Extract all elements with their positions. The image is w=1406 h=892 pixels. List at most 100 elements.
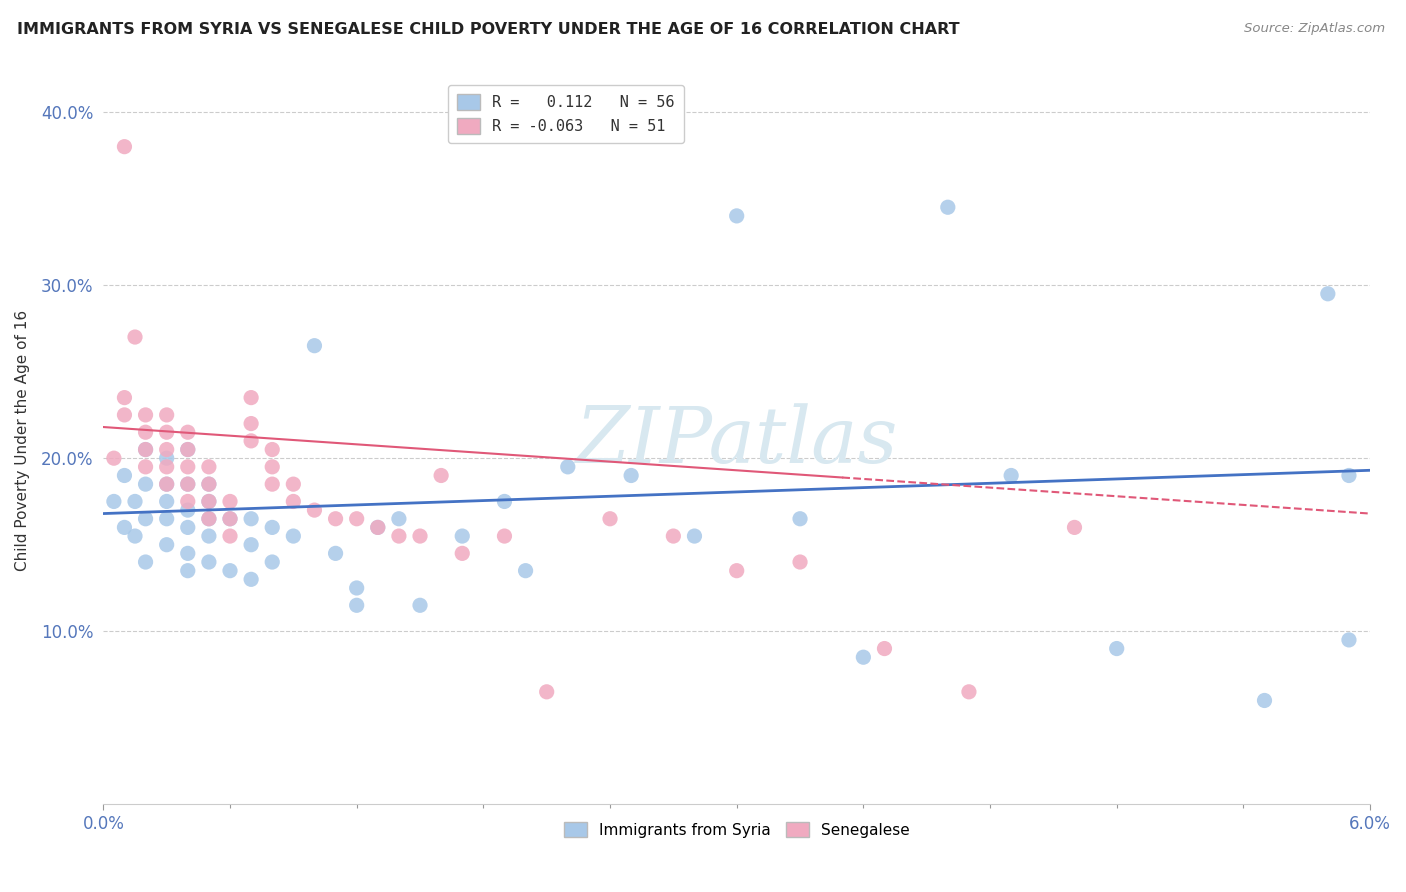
Point xyxy=(177,564,200,578)
Point xyxy=(177,520,200,534)
Point xyxy=(135,425,157,440)
Point xyxy=(367,520,389,534)
Point xyxy=(957,685,980,699)
Point xyxy=(240,391,263,405)
Point xyxy=(789,555,811,569)
Point xyxy=(177,459,200,474)
Point xyxy=(852,650,875,665)
Point xyxy=(156,477,179,491)
Point xyxy=(515,564,537,578)
Point xyxy=(388,529,411,543)
Point xyxy=(135,477,157,491)
Point xyxy=(198,494,221,508)
Point xyxy=(198,512,221,526)
Point xyxy=(262,459,284,474)
Point xyxy=(599,512,621,526)
Point xyxy=(283,477,305,491)
Point xyxy=(620,468,643,483)
Point xyxy=(135,459,157,474)
Point xyxy=(114,408,136,422)
Point xyxy=(1105,641,1128,656)
Point xyxy=(177,477,200,491)
Point xyxy=(662,529,685,543)
Point xyxy=(156,408,179,422)
Point xyxy=(367,520,389,534)
Point xyxy=(451,546,474,560)
Point xyxy=(346,512,368,526)
Point xyxy=(198,477,221,491)
Point xyxy=(346,599,368,613)
Point xyxy=(135,408,157,422)
Text: Source: ZipAtlas.com: Source: ZipAtlas.com xyxy=(1244,22,1385,36)
Point xyxy=(114,391,136,405)
Point xyxy=(494,529,516,543)
Point xyxy=(219,512,242,526)
Point xyxy=(219,529,242,543)
Point xyxy=(1337,632,1360,647)
Point xyxy=(198,529,221,543)
Point xyxy=(124,494,146,508)
Point xyxy=(262,442,284,457)
Point xyxy=(135,512,157,526)
Point xyxy=(156,494,179,508)
Point xyxy=(494,494,516,508)
Point xyxy=(135,442,157,457)
Text: IMMIGRANTS FROM SYRIA VS SENEGALESE CHILD POVERTY UNDER THE AGE OF 16 CORRELATIO: IMMIGRANTS FROM SYRIA VS SENEGALESE CHIL… xyxy=(17,22,959,37)
Point xyxy=(219,494,242,508)
Point xyxy=(240,512,263,526)
Point xyxy=(262,477,284,491)
Point xyxy=(1253,693,1275,707)
Point xyxy=(304,339,326,353)
Point xyxy=(283,494,305,508)
Point xyxy=(198,494,221,508)
Point xyxy=(1337,468,1360,483)
Point xyxy=(240,434,263,448)
Point xyxy=(409,599,432,613)
Point xyxy=(725,564,748,578)
Point xyxy=(177,494,200,508)
Point xyxy=(103,494,125,508)
Point xyxy=(198,555,221,569)
Point xyxy=(177,442,200,457)
Point xyxy=(156,451,179,466)
Point xyxy=(156,477,179,491)
Point xyxy=(873,641,896,656)
Point xyxy=(177,477,200,491)
Point xyxy=(177,503,200,517)
Point xyxy=(156,459,179,474)
Point xyxy=(283,529,305,543)
Point xyxy=(156,512,179,526)
Point xyxy=(198,477,221,491)
Point xyxy=(683,529,706,543)
Point xyxy=(346,581,368,595)
Point xyxy=(177,442,200,457)
Point xyxy=(177,546,200,560)
Legend: Immigrants from Syria, Senegalese: Immigrants from Syria, Senegalese xyxy=(558,815,915,844)
Point xyxy=(219,512,242,526)
Point xyxy=(156,538,179,552)
Point xyxy=(325,512,347,526)
Y-axis label: Child Poverty Under the Age of 16: Child Poverty Under the Age of 16 xyxy=(15,310,30,572)
Point xyxy=(219,564,242,578)
Point xyxy=(262,555,284,569)
Point xyxy=(114,139,136,153)
Point xyxy=(409,529,432,543)
Point xyxy=(1063,520,1085,534)
Point xyxy=(198,459,221,474)
Point xyxy=(114,468,136,483)
Point xyxy=(177,425,200,440)
Point xyxy=(124,529,146,543)
Point xyxy=(325,546,347,560)
Point xyxy=(114,520,136,534)
Point xyxy=(240,538,263,552)
Point xyxy=(198,512,221,526)
Point xyxy=(725,209,748,223)
Point xyxy=(124,330,146,344)
Point xyxy=(240,417,263,431)
Point xyxy=(156,425,179,440)
Point xyxy=(103,451,125,466)
Point xyxy=(240,572,263,586)
Point xyxy=(1316,286,1339,301)
Point xyxy=(156,442,179,457)
Point xyxy=(536,685,558,699)
